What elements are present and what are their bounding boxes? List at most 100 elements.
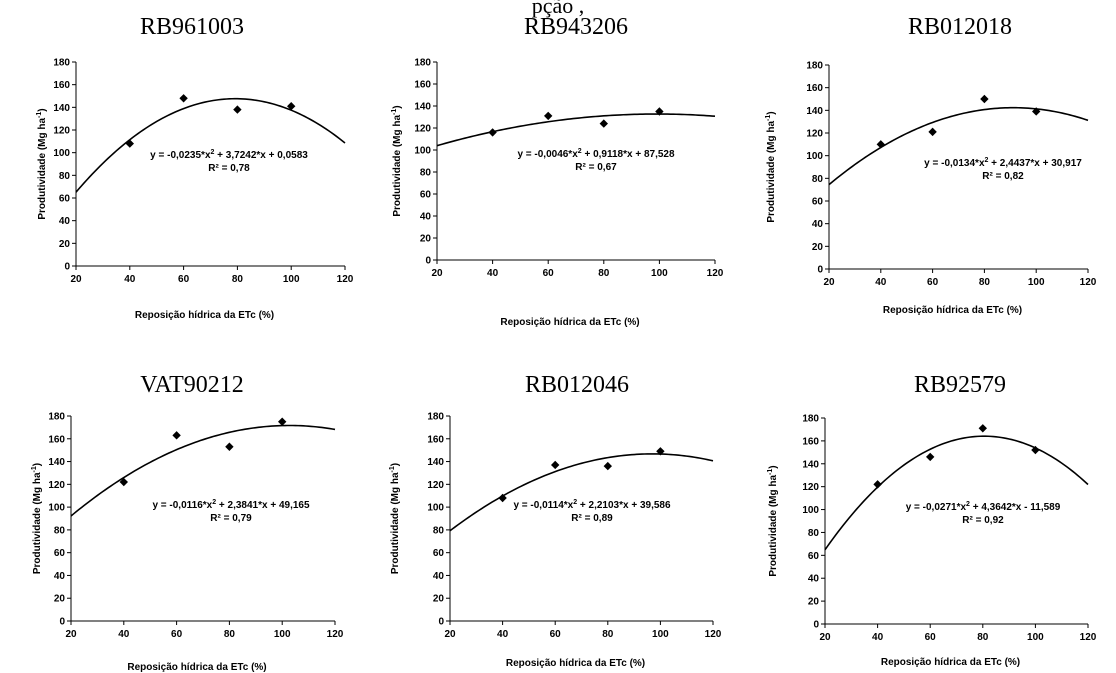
chart-3-y-tick-label: 140	[806, 106, 823, 117]
chart-2-y-tick-label: 100	[414, 146, 431, 157]
chart-6-data-point-1	[873, 480, 882, 489]
chart-3-x-label: Reposição hídrica da ETc (%)	[883, 305, 1022, 316]
chart-4-x-tick-label: 80	[224, 629, 236, 640]
chart-3-trend-curve	[828, 106, 1089, 186]
chart-2-y-tick-label: 60	[420, 190, 432, 201]
chart-6-equation: y = -0,0271*x2 + 4,3642*x - 11,589	[906, 501, 1061, 513]
chart-1-r-squared: R² = 0,78	[208, 163, 250, 174]
chart-6-x-tick-label: 40	[872, 632, 884, 643]
chart-2-y-tick-label: 20	[420, 234, 432, 245]
chart-5-x-tick-label: 60	[550, 629, 562, 640]
chart-2-y-tick-label: 120	[414, 124, 431, 135]
chart-6-y-label: Produtividade (Mg ha-1)	[767, 465, 779, 576]
chart-2-r-squared: R² = 0,67	[575, 162, 617, 173]
chart-1-y-tick-label: 80	[59, 171, 71, 182]
chart-4-x-tick-label: 40	[118, 629, 130, 640]
chart-5-y-tick-label: 20	[433, 594, 445, 605]
chart-5-y-tick-label: 60	[433, 548, 445, 559]
chart-4-x-tick-label: 60	[171, 629, 183, 640]
chart-5-data-point-1	[498, 493, 507, 503]
chart-2-y-tick-label: 0	[425, 256, 431, 267]
chart-5-y-tick-label: 0	[438, 617, 444, 628]
chart-1-x-tick-label: 80	[232, 274, 244, 285]
chart-5-x-tick-label: 20	[444, 629, 456, 640]
chart-2-data-point-4	[655, 107, 664, 116]
chart-6-data-point-2	[926, 452, 935, 462]
chart-1-y-tick-label: 140	[53, 103, 70, 114]
chart-6-y-tick-label: 40	[808, 574, 820, 585]
chart-2-x-tick-label: 60	[543, 268, 555, 279]
chart-1-x-tick-label: 120	[337, 274, 354, 285]
chart-3-y-tick-label: 20	[812, 242, 824, 253]
chart-1-x-tick-label: 60	[178, 274, 190, 285]
chart-3-y-tick-label: 100	[806, 151, 823, 162]
chart-1-data-point-1	[125, 139, 134, 148]
chart-6-y-tick-label: 0	[813, 620, 819, 631]
chart-3-x-tick-label: 100	[1028, 277, 1045, 288]
chart-5-data-point-3	[603, 461, 612, 471]
chart-5-y-tick-label: 40	[433, 571, 445, 582]
chart-2-data-point-2	[544, 111, 553, 121]
chart-2-y-tick-label: 140	[414, 102, 431, 113]
chart-6-y-tick-label: 20	[808, 597, 820, 608]
chart-1-trend-curve	[75, 97, 346, 193]
chart-3-y-tick-label: 180	[806, 61, 823, 72]
chart-4-y-tick-label: 100	[48, 503, 65, 514]
chart-1-x-label: Reposição hídrica da ETc (%)	[135, 310, 274, 321]
chart-1-y-tick-label: 180	[53, 58, 70, 69]
chart-2-y-tick-label: 160	[414, 80, 431, 91]
chart-4-r-squared: R² = 0,79	[210, 513, 252, 524]
chart-4-y-tick-label: 160	[48, 434, 65, 445]
chart-6-x-label: Reposição hídrica da ETc (%)	[881, 657, 1020, 668]
chart-3-y-tick-label: 80	[812, 174, 824, 185]
chart-4-x-label: Reposição hídrica da ETc (%)	[127, 662, 266, 673]
chart-6-x-tick-label: 80	[977, 632, 989, 643]
chart-4-title: VAT90212	[140, 372, 244, 398]
chart-3-y-tick-label: 160	[806, 83, 823, 94]
chart-5-x-tick-label: 40	[497, 629, 509, 640]
chart-5-x-tick-label: 80	[602, 629, 614, 640]
chart-4-trend-curve	[70, 424, 336, 517]
chart-1-y-tick-label: 20	[59, 239, 71, 250]
chart-1-title: RB961003	[140, 14, 244, 40]
chart-6-y-tick-label: 140	[802, 459, 819, 470]
chart-5-x-tick-label: 100	[652, 629, 669, 640]
chart-1-y-label: Produtividade (Mg ha-1)	[36, 108, 48, 219]
chart-3-x-tick-label: 40	[875, 277, 887, 288]
chart-4-data-point-1	[119, 477, 128, 487]
chart-4-x-tick-label: 100	[274, 629, 291, 640]
chart-3-x-tick-label: 60	[927, 277, 939, 288]
chart-1-data-point-4	[287, 102, 296, 111]
chart-1-y-tick-label: 160	[53, 80, 70, 91]
chart-4-y-tick-label: 40	[54, 571, 66, 582]
chart-3-y-label: Produtividade (Mg ha-1)	[765, 111, 777, 222]
chart-6-y-tick-label: 100	[802, 505, 819, 516]
chart-5-data-point-4	[656, 447, 665, 456]
chart-2-data-point-3	[599, 119, 608, 128]
chart-6-x-tick-label: 100	[1027, 632, 1044, 643]
chart-2-x-tick-label: 20	[431, 268, 443, 279]
chart-6-title: RB92579	[914, 372, 1006, 398]
chart-1-data-point-2	[179, 94, 188, 103]
chart-4-y-tick-label: 140	[48, 457, 65, 468]
chart-5-equation: y = -0,0114*x2 + 2,2103*x + 39,586	[513, 499, 671, 511]
chart-3-x-tick-label: 80	[979, 277, 991, 288]
chart-5-r-squared: R² = 0,89	[571, 513, 613, 524]
chart-4-y-label: Produtividade (Mg ha-1)	[31, 463, 43, 574]
chart-5-trend-curve	[449, 453, 714, 532]
chart-6-x-tick-label: 60	[925, 632, 937, 643]
chart-5-y-label: Produtividade (Mg ha-1)	[389, 463, 401, 574]
chart-1-x-tick-label: 20	[70, 274, 82, 285]
chart-6-trend-curve	[824, 435, 1089, 551]
chart-3-y-tick-label: 60	[812, 197, 824, 208]
chart-6-data-point-4	[1031, 445, 1040, 455]
chart-3-data-point-1	[876, 140, 885, 149]
chart-5-y-tick-label: 80	[433, 525, 445, 536]
chart-3-y-tick-label: 0	[817, 265, 823, 276]
chart-6-x-tick-label: 20	[819, 632, 831, 643]
chart-6-y-tick-label: 60	[808, 551, 820, 562]
chart-2-x-tick-label: 80	[598, 268, 610, 279]
